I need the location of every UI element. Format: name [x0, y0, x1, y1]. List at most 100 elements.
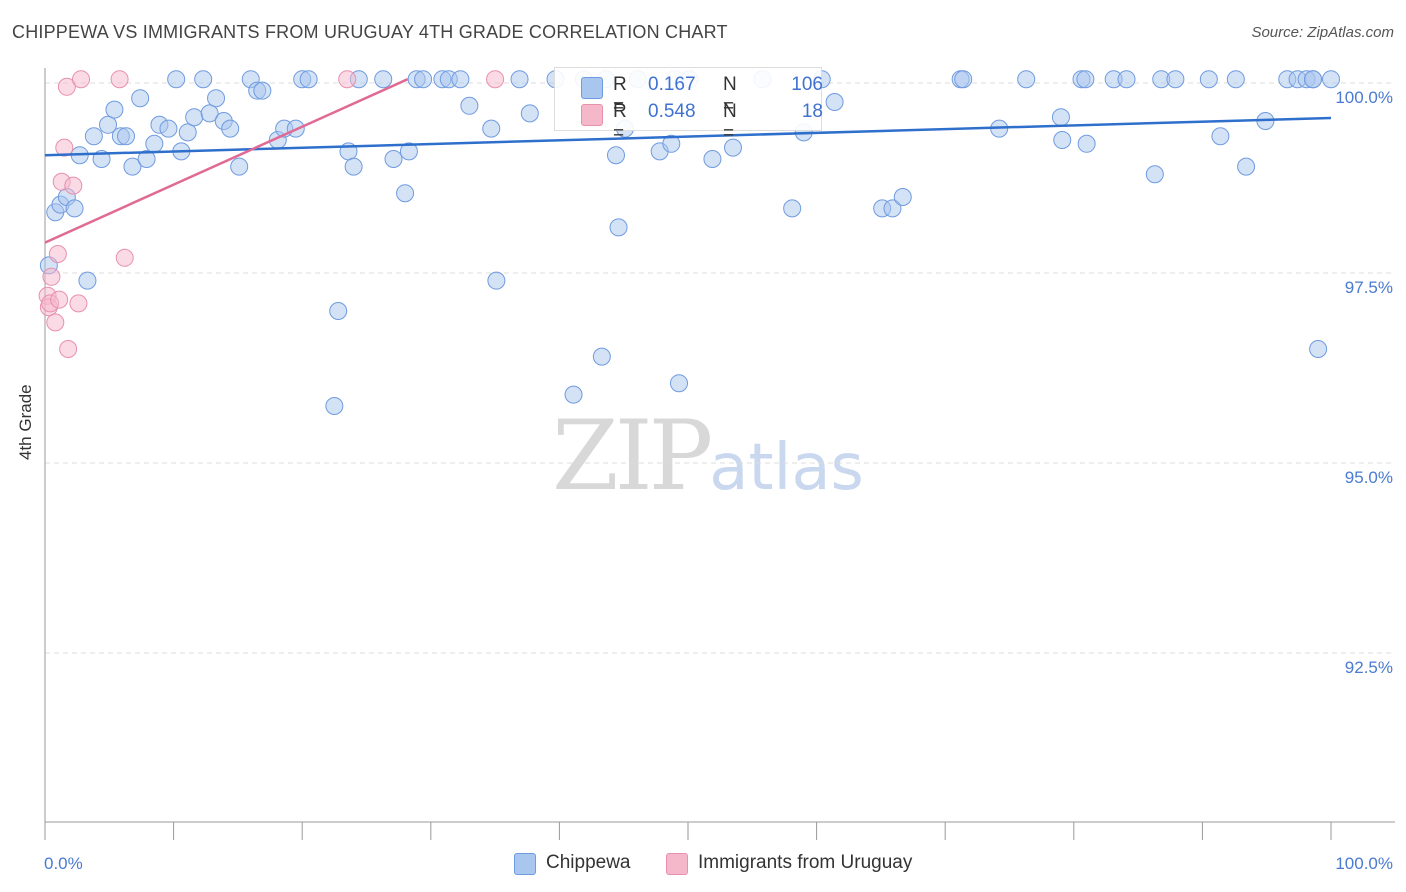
chippewa-point: [883, 199, 902, 218]
chippewa-point: [1322, 70, 1340, 89]
n-value: 18: [801, 101, 823, 122]
chippewa-point: [185, 108, 204, 127]
chippewa-point: [194, 70, 213, 89]
chippewa-point: [117, 127, 136, 146]
chippewa-point: [460, 96, 479, 115]
chippewa-point: [230, 157, 249, 176]
y-tick-label: 100.0%: [1335, 88, 1393, 107]
axes: [44, 68, 1395, 840]
r-label: R =: [613, 74, 627, 117]
chippewa-point: [1077, 134, 1096, 153]
y-tick-label: 95.0%: [1345, 468, 1393, 487]
chippewa-point: [253, 81, 272, 100]
source-label: Source: ZipAtlas.com: [1251, 24, 1394, 41]
uruguay-point: [57, 77, 76, 96]
chippewa-point: [1211, 127, 1230, 146]
uruguay-point: [48, 245, 67, 263]
chippewa-point: [1309, 340, 1328, 358]
chippewa-point: [178, 123, 197, 142]
chippewa-point: [954, 70, 973, 89]
stats-legend: R = 0.167 N = 106 R = 0.548 N = 18: [554, 67, 823, 144]
chippewa-point: [145, 134, 164, 153]
chippewa-point: [606, 146, 625, 165]
r-value: 0.167: [648, 74, 696, 95]
chippewa-point: [825, 93, 844, 111]
chippewa-point: [137, 150, 156, 168]
y-tick-label: 97.5%: [1345, 278, 1393, 297]
zipatlas-watermark: ZIPatlas: [552, 400, 864, 512]
chippewa-point: [207, 89, 226, 108]
n-label: N =: [723, 74, 737, 117]
chippewa-point: [669, 374, 688, 393]
chippewa-point: [783, 199, 802, 218]
chippewa-point: [65, 199, 84, 218]
uruguay-swatch: [581, 104, 603, 126]
chippewa-point: [1051, 108, 1070, 127]
chippewa-point: [520, 104, 539, 123]
chart-title: CHIPPEWA VS IMMIGRANTS FROM URUGUAY 4TH …: [12, 22, 728, 42]
chippewa-point: [1166, 70, 1185, 89]
trend-lines: [44, 78, 1332, 244]
y-axis-label: 4th Grade: [16, 384, 35, 460]
chippewa-point: [200, 104, 219, 123]
chippewa-swatch: [514, 853, 536, 875]
watermark-atlas: atlas: [709, 431, 864, 505]
uruguay-point: [55, 138, 74, 157]
chippewa-point: [703, 150, 722, 168]
chippewa-point: [482, 119, 501, 138]
chippewa-point: [329, 302, 348, 320]
uruguay-points: [38, 70, 505, 358]
chippewa-point: [221, 119, 240, 138]
uruguay-point: [42, 267, 61, 286]
chippewa-point: [167, 70, 186, 89]
chippewa-point: [1076, 70, 1095, 89]
n-value: 106: [791, 74, 823, 95]
chippewa-point: [1237, 157, 1256, 176]
chippewa-trend-line: [44, 116, 1332, 157]
chippewa-point: [592, 347, 611, 366]
chippewa-point: [99, 115, 118, 134]
r-value: 0.548: [648, 101, 696, 122]
chippewa-point: [299, 70, 318, 89]
chippewa-point: [78, 271, 97, 290]
n-label: N =: [723, 101, 737, 144]
x-tick-label-start: 0.0%: [44, 854, 83, 873]
chippewa-point: [131, 89, 150, 108]
chippewa-point: [564, 385, 583, 404]
chippewa-point: [159, 119, 178, 138]
uruguay-point: [64, 176, 83, 195]
uruguay-point: [69, 294, 88, 313]
chippewa-point: [1226, 70, 1245, 89]
chippewa-point: [384, 150, 403, 168]
uruguay-trend-line: [44, 78, 409, 244]
chippewa-point: [1017, 70, 1036, 89]
legend-label: Immigrants from Uruguay: [698, 852, 913, 873]
watermark-zip: ZIP: [552, 400, 713, 512]
uruguay-point: [338, 70, 357, 89]
r-label: R =: [613, 101, 627, 144]
uruguay-point: [110, 70, 129, 89]
chippewa-point: [105, 100, 124, 119]
chippewa-point: [374, 70, 393, 89]
chippewa-point: [487, 271, 506, 290]
uruguay-point: [486, 70, 505, 89]
chippewa-point: [123, 157, 142, 176]
chippewa-point: [662, 134, 681, 153]
uruguay-swatch: [666, 853, 688, 875]
chippewa-point: [344, 157, 363, 176]
chippewa-point: [609, 218, 628, 237]
y-tick-label: 92.5%: [1345, 658, 1393, 677]
chippewa-point: [399, 142, 418, 161]
chippewa-point: [396, 184, 415, 203]
chippewa-point: [84, 127, 103, 146]
uruguay-point: [72, 70, 91, 89]
legend-label: Chippewa: [546, 852, 631, 873]
x-tick-label-end: 100.0%: [1335, 854, 1393, 873]
chippewa-point: [1117, 70, 1136, 89]
chippewa-swatch: [581, 77, 603, 99]
uruguay-point: [115, 248, 134, 267]
chippewa-point: [1053, 131, 1072, 149]
uruguay-point: [59, 340, 78, 358]
chippewa-point: [893, 188, 912, 206]
